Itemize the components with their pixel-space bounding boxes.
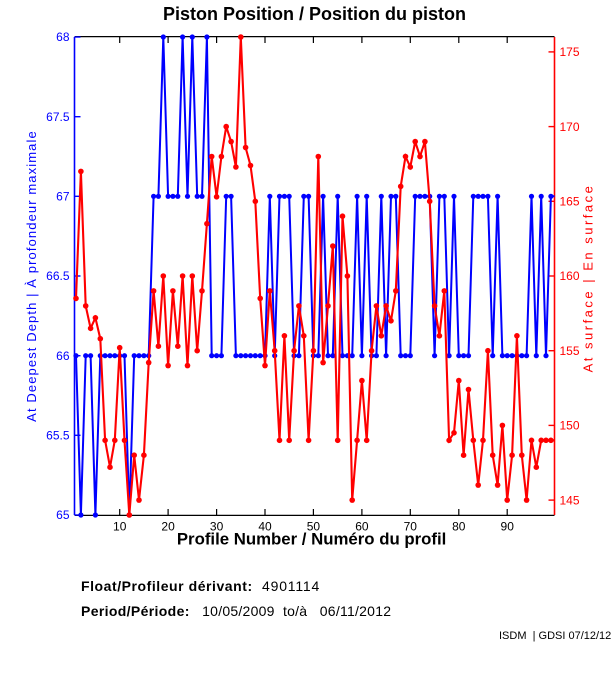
svg-text:Piston Position / Position du: Piston Position / Position du piston bbox=[163, 4, 466, 24]
svg-text:66.5: 66.5 bbox=[46, 269, 70, 283]
svg-text:150: 150 bbox=[560, 419, 580, 433]
svg-text:Profile Number / Numéro du pro: Profile Number / Numéro du profil bbox=[177, 529, 446, 548]
svg-text:50: 50 bbox=[307, 520, 321, 534]
svg-text:67.5: 67.5 bbox=[46, 110, 70, 124]
svg-text:165: 165 bbox=[560, 195, 580, 209]
svg-text:90: 90 bbox=[501, 520, 515, 534]
svg-text:60: 60 bbox=[355, 520, 369, 534]
svg-text:175: 175 bbox=[560, 45, 580, 59]
svg-text:160: 160 bbox=[560, 269, 580, 283]
svg-text:67: 67 bbox=[56, 190, 70, 204]
svg-text:65: 65 bbox=[56, 508, 70, 522]
svg-text:10: 10 bbox=[113, 520, 127, 534]
svg-text:70: 70 bbox=[404, 520, 418, 534]
svg-text:At surface | En surface: At surface | En surface bbox=[581, 184, 596, 373]
svg-text:155: 155 bbox=[560, 344, 580, 358]
svg-text:66: 66 bbox=[56, 349, 70, 363]
svg-text:145: 145 bbox=[560, 493, 580, 507]
svg-text:170: 170 bbox=[560, 120, 580, 134]
svg-text:68: 68 bbox=[56, 30, 70, 44]
svg-text:40: 40 bbox=[258, 520, 272, 534]
svg-text:65.5: 65.5 bbox=[46, 429, 70, 443]
svg-text:At Deepest Depth | À profondeu: At Deepest Depth | À profondeur maximale bbox=[24, 130, 39, 422]
svg-text:20: 20 bbox=[161, 520, 175, 534]
svg-text:80: 80 bbox=[452, 520, 466, 534]
svg-text:30: 30 bbox=[210, 520, 224, 534]
